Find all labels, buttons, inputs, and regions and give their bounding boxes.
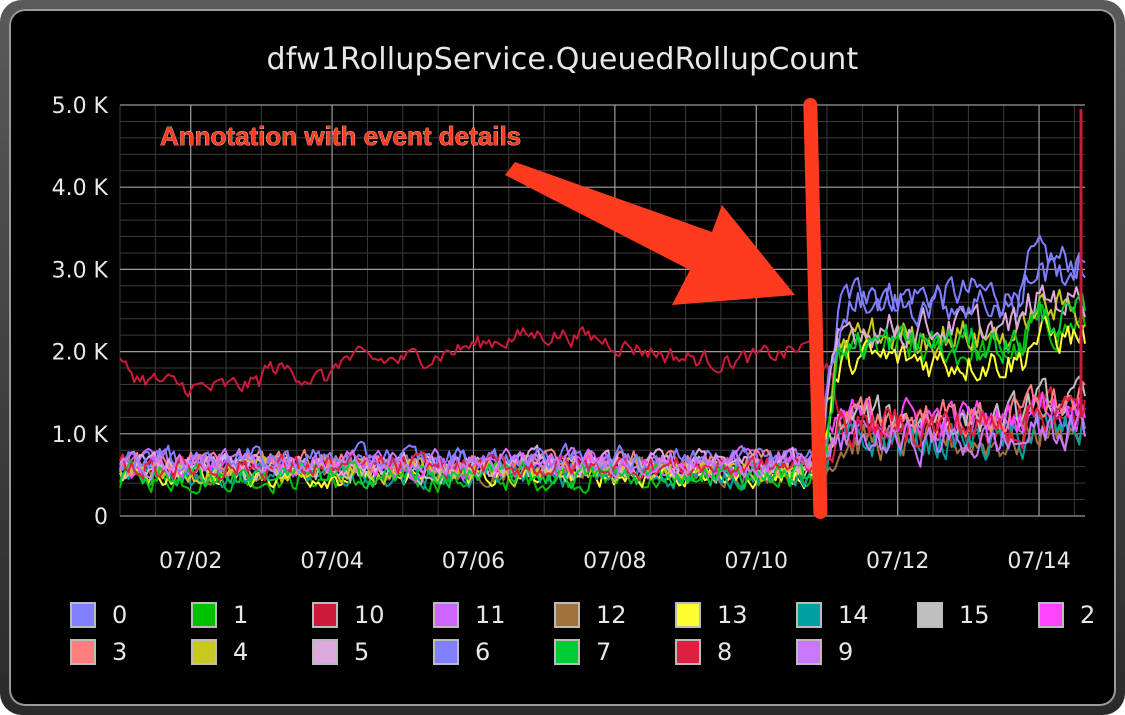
- legend-label: 1: [233, 601, 249, 629]
- legend-item: 12: [554, 600, 627, 630]
- legend-swatch: [554, 639, 580, 665]
- chart-title: dfw1RollupService.QueuedRollupCount: [266, 42, 859, 77]
- legend-item: 2: [1038, 600, 1095, 630]
- legend-swatch: [1038, 602, 1064, 628]
- legend-label: 7: [596, 638, 612, 666]
- legend-item: 15: [917, 600, 990, 630]
- y-tick-label: 4.0 K: [52, 176, 109, 201]
- legend-swatch: [191, 639, 217, 665]
- legend-label: 10: [354, 601, 385, 629]
- y-tick-label: 5.0 K: [52, 94, 109, 119]
- legend-label: 6: [475, 638, 491, 666]
- legend-swatch: [312, 602, 338, 628]
- legend-swatch: [675, 639, 701, 665]
- series-line-9: [119, 409, 1086, 480]
- x-tick-label: 07/08: [583, 549, 646, 574]
- legend-item: 3: [70, 637, 127, 667]
- legend-label: 0: [112, 601, 128, 629]
- y-tick-label: 0: [94, 505, 108, 530]
- series-line-7: [119, 292, 1086, 490]
- y-tick-label: 3.0 K: [52, 258, 109, 283]
- legend-swatch: [433, 639, 459, 665]
- legend-item: 6: [433, 637, 490, 667]
- chart-legend: 0 1 10 11 12 13 14 15 2 3 4 5 6 7 8 9: [70, 600, 1110, 670]
- x-tick-label: 07/12: [866, 549, 929, 574]
- legend-label: 2: [1080, 601, 1096, 629]
- legend-swatch: [796, 602, 822, 628]
- legend-item: 7: [554, 637, 611, 667]
- y-tick-label: 2.0 K: [52, 341, 109, 366]
- legend-swatch: [917, 602, 943, 628]
- x-tick-label: 07/14: [1007, 549, 1070, 574]
- x-tick-label: 07/02: [159, 549, 222, 574]
- legend-item: 13: [675, 600, 748, 630]
- legend-label: 4: [233, 638, 249, 666]
- legend-swatch: [433, 602, 459, 628]
- legend-label: 9: [838, 638, 854, 666]
- legend-item: 0: [70, 600, 127, 630]
- legend-label: 15: [959, 601, 990, 629]
- legend-item: 9: [796, 637, 853, 667]
- annotation-label: Annotation with event details: [160, 121, 521, 151]
- legend-item: 11: [433, 600, 506, 630]
- legend-label: 11: [475, 601, 506, 629]
- series-line-6: [119, 252, 1086, 475]
- legend-swatch: [191, 602, 217, 628]
- legend-label: 8: [717, 638, 733, 666]
- x-tick-label: 07/10: [725, 549, 788, 574]
- annotation-marker: [803, 98, 828, 519]
- legend-swatch: [312, 639, 338, 665]
- legend-swatch: [796, 639, 822, 665]
- x-tick-label: 07/04: [300, 549, 363, 574]
- legend-swatch: [675, 602, 701, 628]
- legend-swatch: [70, 602, 96, 628]
- legend-item: 5: [312, 637, 369, 667]
- legend-label: 3: [112, 638, 128, 666]
- legend-item: 8: [675, 637, 732, 667]
- legend-label: 14: [838, 601, 869, 629]
- legend-swatch: [554, 602, 580, 628]
- legend-item: 4: [191, 637, 248, 667]
- legend-item: 14: [796, 600, 869, 630]
- legend-label: 13: [717, 601, 748, 629]
- legend-item: 1: [191, 600, 248, 630]
- y-tick-label: 1.0 K: [52, 423, 109, 448]
- x-tick-label: 07/06: [442, 549, 505, 574]
- annotation-arrow: [505, 162, 795, 305]
- legend-label: 5: [354, 638, 370, 666]
- legend-label: 12: [596, 601, 627, 629]
- legend-item: 10: [312, 600, 385, 630]
- legend-swatch: [70, 639, 96, 665]
- series-line-8: [119, 395, 1086, 482]
